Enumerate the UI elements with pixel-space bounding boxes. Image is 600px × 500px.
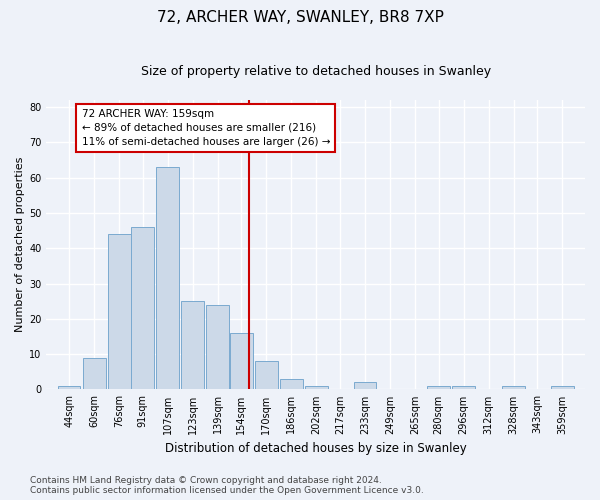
Bar bbox=[108, 234, 131, 390]
Y-axis label: Number of detached properties: Number of detached properties bbox=[15, 157, 25, 332]
Bar bbox=[452, 386, 475, 390]
Bar bbox=[157, 167, 179, 390]
Bar bbox=[131, 227, 154, 390]
Bar bbox=[206, 304, 229, 390]
X-axis label: Distribution of detached houses by size in Swanley: Distribution of detached houses by size … bbox=[165, 442, 467, 455]
Title: Size of property relative to detached houses in Swanley: Size of property relative to detached ho… bbox=[140, 65, 491, 78]
Bar bbox=[58, 386, 80, 390]
Bar bbox=[502, 386, 525, 390]
Bar bbox=[83, 358, 106, 390]
Bar bbox=[280, 379, 303, 390]
Text: 72 ARCHER WAY: 159sqm
← 89% of detached houses are smaller (216)
11% of semi-det: 72 ARCHER WAY: 159sqm ← 89% of detached … bbox=[82, 109, 330, 147]
Bar bbox=[305, 386, 328, 390]
Bar bbox=[255, 361, 278, 390]
Bar bbox=[353, 382, 376, 390]
Text: Contains HM Land Registry data © Crown copyright and database right 2024.
Contai: Contains HM Land Registry data © Crown c… bbox=[30, 476, 424, 495]
Bar bbox=[181, 301, 204, 390]
Bar bbox=[551, 386, 574, 390]
Bar bbox=[427, 386, 450, 390]
Text: 72, ARCHER WAY, SWANLEY, BR8 7XP: 72, ARCHER WAY, SWANLEY, BR8 7XP bbox=[157, 10, 443, 25]
Bar bbox=[230, 333, 253, 390]
